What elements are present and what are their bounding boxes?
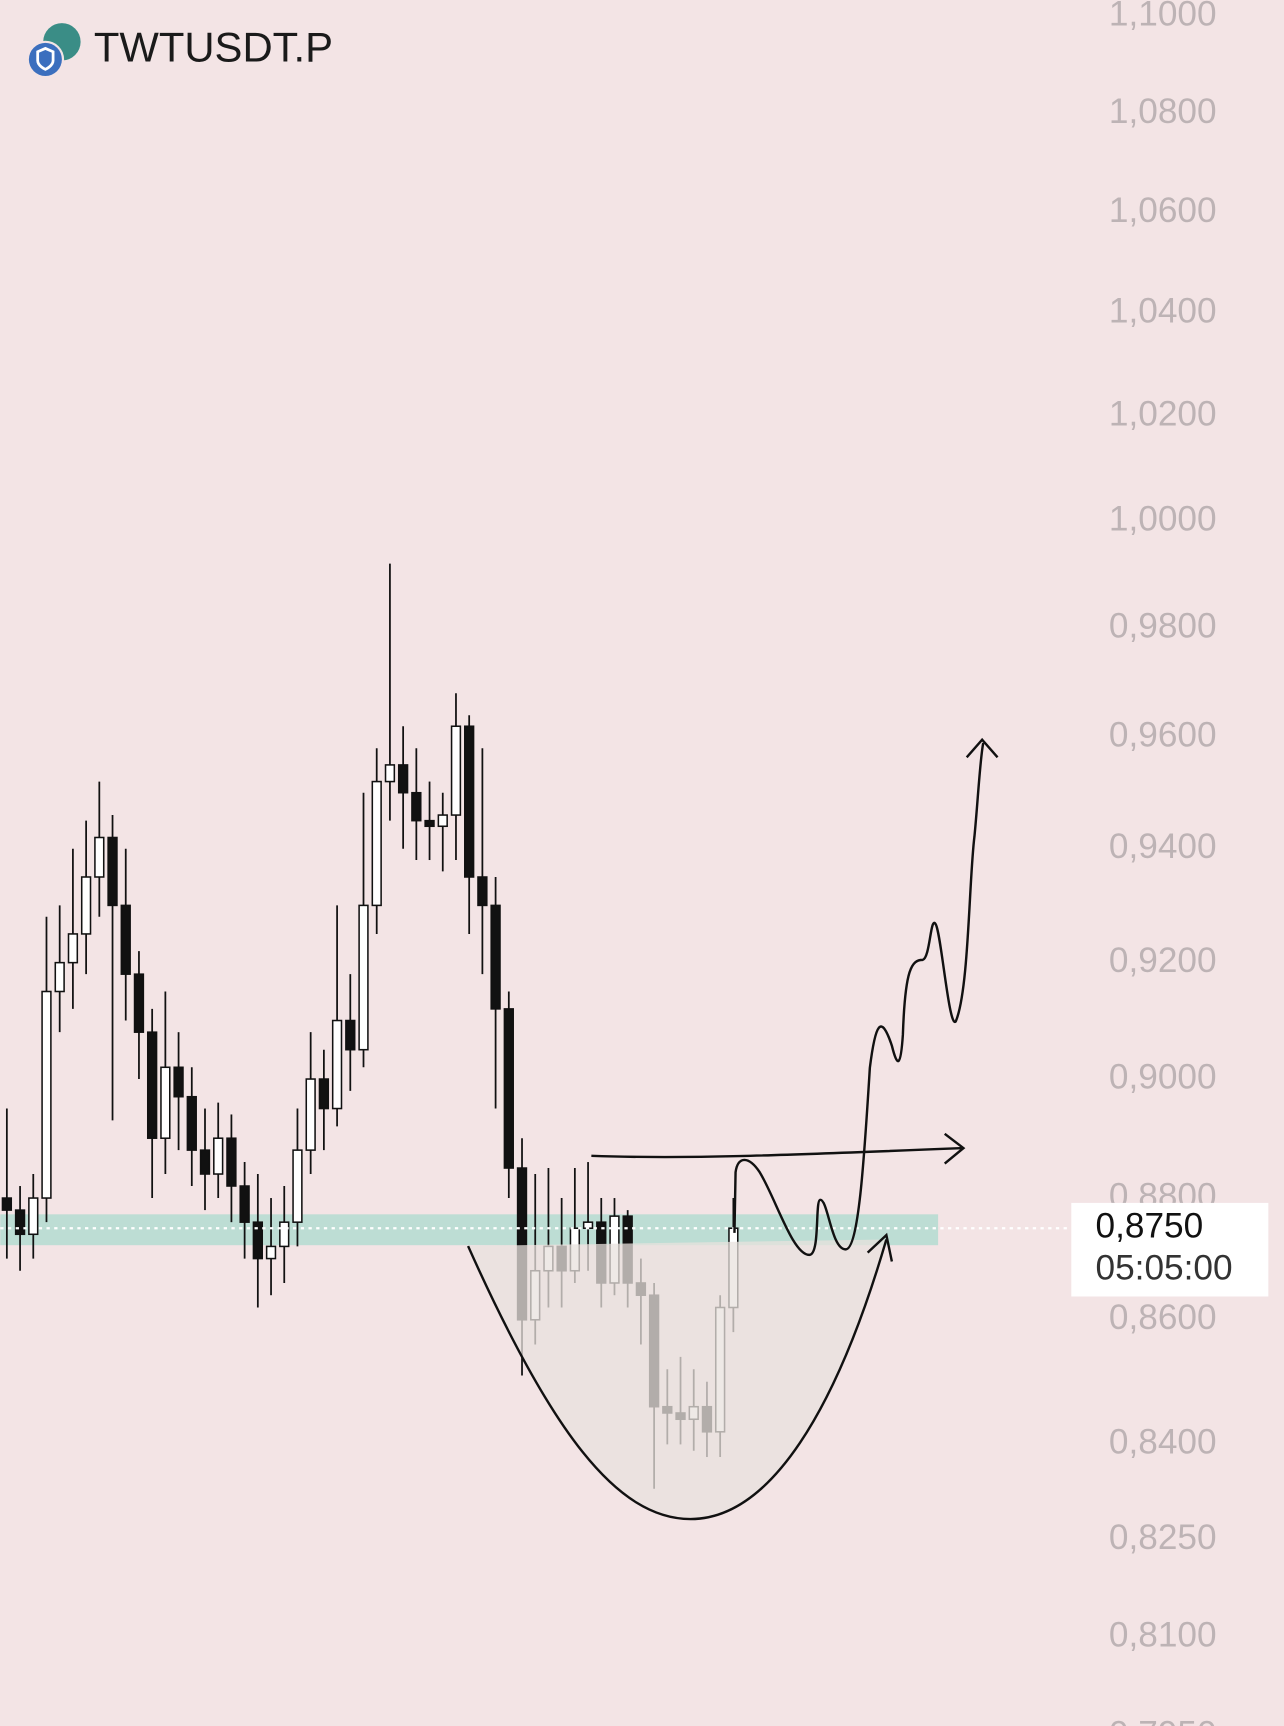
candle-body bbox=[411, 791, 422, 822]
candle-body bbox=[1, 1197, 13, 1211]
y-tick-label: 1,0800 bbox=[1109, 92, 1217, 131]
candle-body bbox=[305, 1078, 316, 1151]
cup-drawing bbox=[466, 1239, 888, 1521]
candle-body bbox=[226, 1137, 237, 1187]
price-axis: 1,1000 1,0800 1,0600 1,0400 1,0200 1,0000 0,98… bbox=[1109, 0, 1217, 1726]
candle-body bbox=[292, 1149, 303, 1223]
candle-body bbox=[345, 1019, 356, 1051]
candle-body bbox=[173, 1066, 184, 1098]
candle-body bbox=[252, 1221, 264, 1260]
y-tick-label: 0,9000 bbox=[1109, 1057, 1217, 1096]
candle-body bbox=[503, 1008, 514, 1169]
candle-body bbox=[80, 876, 92, 935]
candle-body bbox=[450, 725, 462, 816]
y-tick-label: 0,9200 bbox=[1109, 941, 1217, 980]
countdown: 05:05:00 bbox=[1096, 1248, 1233, 1287]
candle-body bbox=[186, 1095, 197, 1151]
y-tick-label: 0,8100 bbox=[1109, 1615, 1217, 1654]
y-tick-label: 1,0400 bbox=[1109, 292, 1217, 331]
candle-body bbox=[477, 876, 488, 907]
price-label: 0,8750 bbox=[1096, 1207, 1204, 1246]
y-tick-label: 0,9800 bbox=[1109, 606, 1217, 645]
arrow-head bbox=[965, 737, 999, 759]
candle-body bbox=[239, 1185, 250, 1223]
candle-body bbox=[41, 990, 52, 1199]
candle-body bbox=[67, 933, 79, 964]
candle-body bbox=[133, 973, 145, 1033]
zone bbox=[0, 1214, 939, 1246]
candle-body bbox=[424, 819, 435, 828]
candle-body bbox=[120, 904, 131, 975]
symbol-title: TWTUSDT.P bbox=[94, 24, 333, 71]
y-tick-label: 1,0200 bbox=[1109, 395, 1217, 434]
symbol-icon bbox=[26, 23, 81, 79]
y-tick-label: 1,1000 bbox=[1109, 0, 1217, 34]
candle-body bbox=[28, 1197, 39, 1236]
candle-body bbox=[331, 1019, 343, 1110]
projection-drawing bbox=[733, 742, 985, 1257]
y-tick-label: 0,9600 bbox=[1109, 716, 1217, 755]
arrow-head bbox=[866, 1232, 894, 1262]
candle-body bbox=[437, 814, 448, 828]
candle-body bbox=[358, 904, 369, 1051]
level-arrow bbox=[591, 1146, 964, 1159]
candle-body bbox=[54, 961, 65, 993]
arrow-head bbox=[943, 1132, 966, 1165]
candle-body bbox=[265, 1245, 277, 1260]
candle-body bbox=[397, 764, 409, 794]
candle-body bbox=[213, 1137, 224, 1175]
y-tick-label: 0,9400 bbox=[1109, 827, 1217, 866]
candle-body bbox=[94, 836, 105, 878]
candle-body bbox=[107, 836, 118, 907]
y-tick-label: 1,0000 bbox=[1109, 499, 1217, 538]
y-tick-label: 0,8250 bbox=[1109, 1518, 1217, 1557]
price-label-box bbox=[1071, 1202, 1269, 1297]
y-tick-label: 1,0600 bbox=[1109, 191, 1217, 230]
y-tick-label: 0,8400 bbox=[1109, 1423, 1217, 1462]
candle-body bbox=[464, 725, 475, 878]
y-tick-label: 0,8600 bbox=[1109, 1298, 1217, 1337]
candle-body bbox=[14, 1209, 26, 1236]
y-tick-label: 0,7950 bbox=[1109, 1714, 1217, 1726]
candle-body bbox=[146, 1031, 158, 1139]
candle-body bbox=[490, 904, 501, 1010]
candle-body bbox=[279, 1221, 290, 1248]
candle-body bbox=[371, 780, 382, 907]
candle-body bbox=[384, 764, 396, 783]
candle-body bbox=[318, 1078, 330, 1110]
candle-body bbox=[199, 1149, 211, 1175]
candle-body bbox=[160, 1066, 171, 1139]
